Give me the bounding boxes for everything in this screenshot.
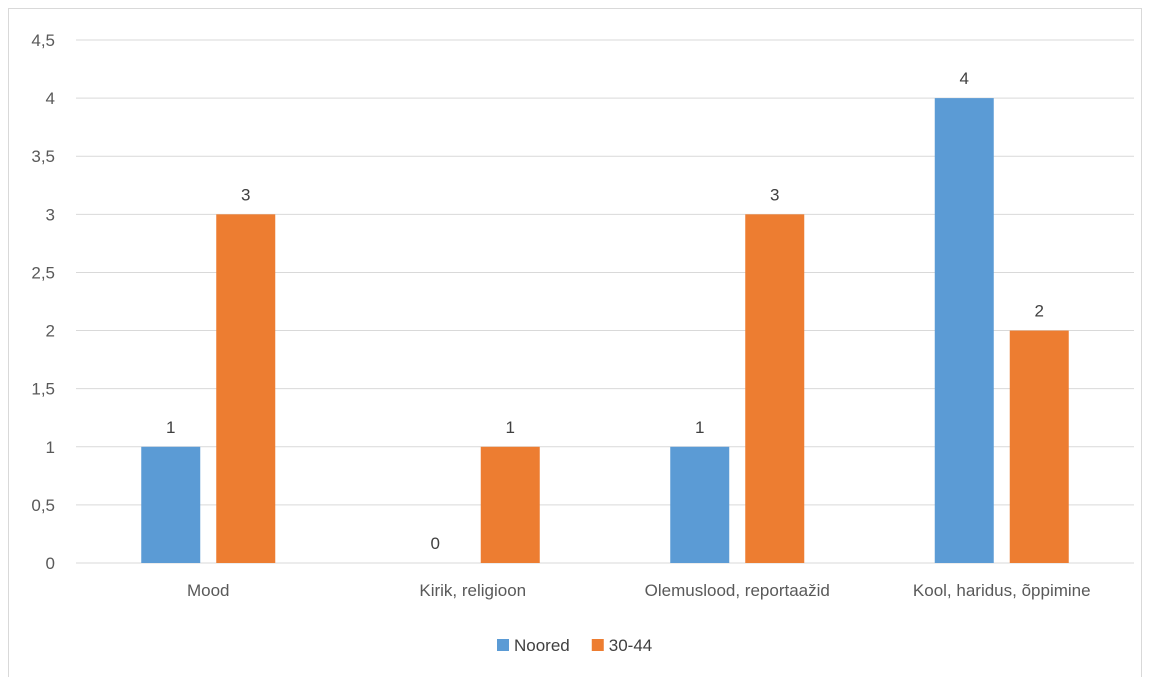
- y-tick-label: 4: [46, 89, 55, 108]
- x-tick-label: Olemuslood, reportaažid: [645, 581, 830, 600]
- x-axis-ticks: Mood Kirik, religioon Olemuslood, reportaa…: [187, 581, 1091, 600]
- data-label: 1: [166, 418, 175, 437]
- bar: [670, 446, 730, 563]
- bar: [480, 446, 540, 563]
- chart-frame: [8, 8, 1142, 677]
- bar: [1009, 330, 1069, 563]
- legend: Noored 30-44: [497, 636, 652, 655]
- y-tick-label: 2: [46, 322, 55, 341]
- data-label: 1: [506, 418, 515, 437]
- legend-swatch: [497, 639, 509, 651]
- y-tick-label: 3,5: [31, 147, 55, 166]
- legend-label: 30-44: [609, 636, 652, 655]
- bar: [216, 214, 276, 564]
- data-label: 3: [241, 185, 250, 204]
- data-label: 2: [1035, 302, 1044, 321]
- x-tick-label: Kirik, religioon: [419, 581, 526, 600]
- x-tick-label: Mood: [187, 581, 230, 600]
- bars: [141, 98, 1069, 564]
- y-tick-label: 2,5: [31, 263, 55, 282]
- y-tick-label: 4,5: [31, 31, 55, 50]
- y-axis-ticks: 0 0,5 1 1,5 2 2,5 3 3,5 4 4,5: [31, 31, 55, 573]
- bar: [934, 98, 994, 563]
- data-label: 0: [431, 534, 440, 553]
- data-label: 1: [695, 418, 704, 437]
- legend-item: Noored: [497, 636, 570, 655]
- bar: [141, 446, 201, 563]
- legend-item: 30-44: [591, 636, 652, 655]
- y-tick-label: 3: [46, 205, 55, 224]
- y-tick-label: 0,5: [31, 496, 55, 515]
- legend-swatch: [591, 639, 604, 651]
- y-tick-label: 0: [46, 554, 55, 573]
- bar: [745, 214, 805, 564]
- data-labels: 1 3 0 1 1 3 4 2: [166, 69, 1044, 553]
- y-tick-label: 1,5: [31, 380, 55, 399]
- data-label: 3: [770, 185, 779, 204]
- x-tick-label: Kool, haridus, õppimine: [913, 581, 1091, 600]
- legend-label: Noored: [514, 636, 570, 655]
- y-tick-label: 1: [46, 438, 55, 457]
- data-label: 4: [960, 69, 969, 88]
